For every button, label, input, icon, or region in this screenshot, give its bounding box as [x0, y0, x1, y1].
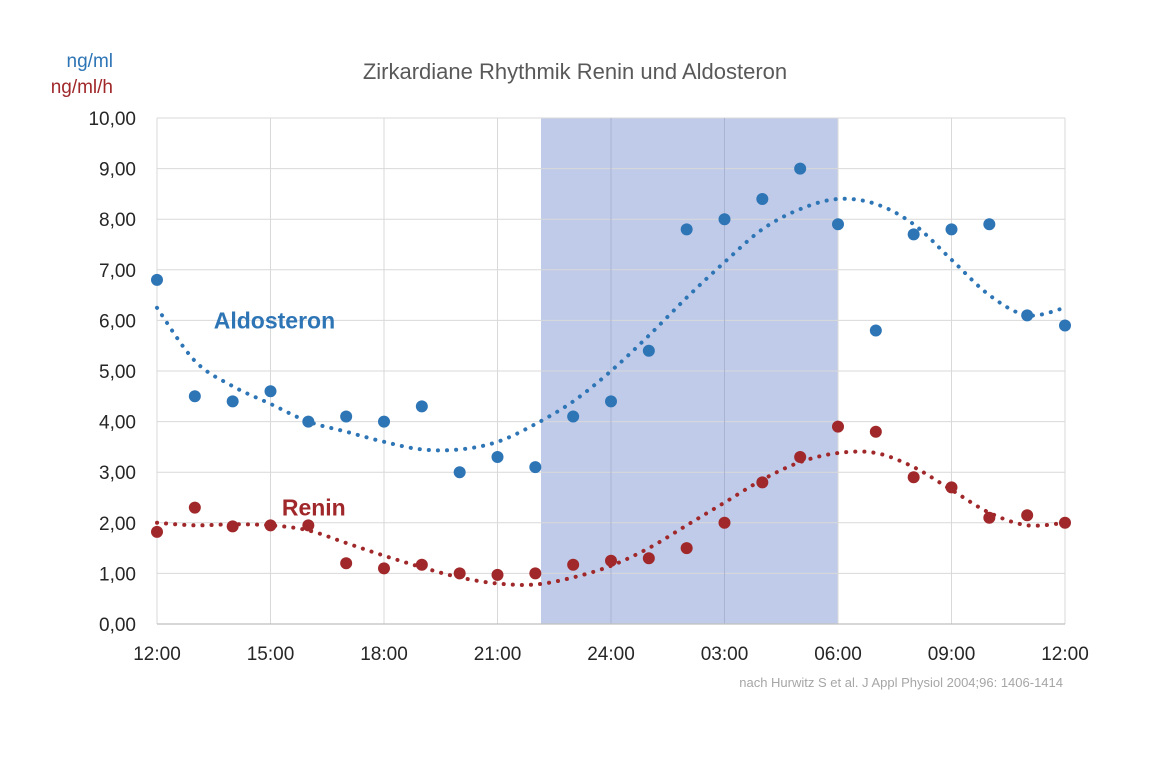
series-label-aldosteron: Aldosteron — [214, 307, 335, 333]
data-point-aldosteron — [378, 415, 390, 428]
x-tick-label: 06:00 — [814, 644, 862, 665]
data-point-renin — [642, 552, 655, 565]
series-label-renin: Renin — [282, 495, 346, 521]
y-tick-label: 3,00 — [99, 463, 136, 484]
data-point-aldosteron — [945, 223, 958, 236]
data-point-aldosteron — [605, 395, 617, 408]
data-point-aldosteron — [264, 385, 277, 398]
data-point-aldosteron — [226, 395, 239, 408]
data-point-renin — [907, 471, 920, 484]
data-point-aldosteron — [1059, 319, 1071, 332]
x-tick-label: 24:00 — [587, 644, 635, 665]
data-point-aldosteron — [151, 273, 163, 286]
data-point-renin — [794, 451, 807, 464]
source-note: nach Hurwitz S et al. J Appl Physiol 200… — [739, 675, 1063, 690]
data-point-renin — [453, 567, 466, 580]
data-point-aldosteron — [188, 390, 201, 403]
data-point-renin — [680, 542, 693, 555]
data-point-renin — [945, 481, 958, 494]
y-tick-label: 4,00 — [99, 413, 136, 434]
y-unit-renin: ng/ml/h — [51, 77, 113, 98]
data-point-renin — [340, 557, 353, 570]
y-tick-label: 0,00 — [99, 615, 136, 636]
data-point-renin — [567, 558, 580, 571]
data-point-aldosteron — [453, 466, 466, 479]
data-point-aldosteron — [529, 461, 542, 474]
x-tick-label: 12:00 — [1041, 644, 1089, 665]
y-tick-label: 8,00 — [99, 210, 136, 231]
data-point-renin — [151, 525, 163, 538]
x-tick-label: 09:00 — [928, 644, 976, 665]
data-point-aldosteron — [642, 344, 655, 357]
data-point-renin — [718, 516, 731, 529]
x-tick-label: 03:00 — [701, 644, 749, 665]
y-tick-label: 6,00 — [99, 311, 136, 332]
data-point-aldosteron — [567, 410, 580, 423]
y-tick-label: 2,00 — [99, 514, 136, 535]
data-point-renin — [188, 501, 201, 514]
data-point-renin — [869, 425, 882, 438]
y-unit-aldosteron: ng/ml — [67, 51, 113, 72]
y-tick-label: 1,00 — [99, 564, 136, 585]
data-point-renin — [605, 554, 617, 567]
y-tick-label: 9,00 — [99, 160, 136, 181]
data-point-renin — [491, 568, 504, 581]
data-point-renin — [1059, 516, 1071, 529]
data-point-aldosteron — [680, 223, 693, 236]
data-point-aldosteron — [983, 218, 996, 231]
data-point-aldosteron — [718, 213, 731, 226]
data-point-renin — [1021, 509, 1034, 522]
data-point-aldosteron — [302, 415, 315, 428]
x-tick-label: 21:00 — [474, 644, 522, 665]
data-point-renin — [226, 520, 239, 533]
data-point-aldosteron — [491, 451, 504, 464]
trendline-aldosteron — [155, 196, 1067, 453]
data-point-renin — [983, 511, 996, 524]
data-point-renin — [756, 476, 769, 489]
data-point-renin — [832, 420, 844, 433]
x-tick-label: 15:00 — [247, 644, 295, 665]
x-tick-label: 18:00 — [360, 644, 408, 665]
data-point-aldosteron — [907, 228, 920, 241]
data-point-aldosteron — [869, 324, 882, 337]
axis-layer: 0,00 1,00 2,00 3,00 4,00 5,00 6,00 7,00 8,00 9,00… — [88, 109, 1088, 665]
data-point-aldosteron — [1021, 309, 1034, 322]
data-point-aldosteron — [756, 192, 769, 205]
y-tick-label: 7,00 — [99, 261, 136, 282]
data-point-renin — [302, 519, 315, 532]
data-point-renin — [529, 567, 542, 580]
x-tick-label: 12:00 — [133, 644, 181, 665]
data-point-renin — [264, 519, 277, 532]
data-point-aldosteron — [340, 410, 353, 423]
data-point-aldosteron — [832, 218, 844, 231]
y-tick-label: 5,00 — [99, 362, 136, 383]
data-point-renin — [378, 562, 390, 575]
chart-title: Zirkardiane Rhythmik Renin und Aldostero… — [363, 59, 787, 84]
data-point-aldosteron — [794, 162, 807, 175]
data-point-aldosteron — [415, 400, 428, 413]
data-point-renin — [415, 558, 428, 571]
grid-layer — [156, 117, 1066, 625]
y-tick-label: 10,00 — [88, 109, 136, 130]
point-layer — [151, 162, 1071, 581]
